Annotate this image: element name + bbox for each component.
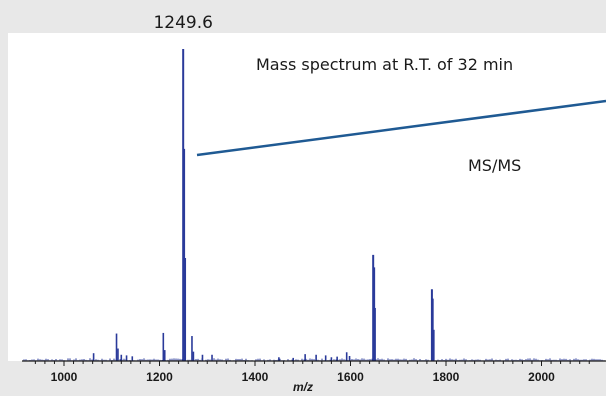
x-tick-label-1800: 1800 (433, 370, 460, 384)
x-tick-label-1400: 1400 (242, 370, 269, 384)
msms-callout-line (196, 99, 606, 157)
x-tick-label-1200: 1200 (146, 370, 173, 384)
x-tick-label-1000: 1000 (51, 370, 78, 384)
x-ticks-group: 1000 1200 1400 1600 1800 2000 (34, 361, 590, 384)
plot-background (8, 33, 606, 361)
annotation-msms: MS/MS (468, 156, 521, 175)
x-tick-label-2000: 2000 (528, 370, 555, 384)
x-axis-label: m/z (293, 380, 313, 394)
annotation-mass-spectrum: Mass spectrum at R.T. of 32 min (256, 55, 513, 74)
x-tick-label-1600: 1600 (337, 370, 364, 384)
base-peak-label: 1249.6 (153, 13, 212, 33)
peaks-group (23, 49, 605, 361)
